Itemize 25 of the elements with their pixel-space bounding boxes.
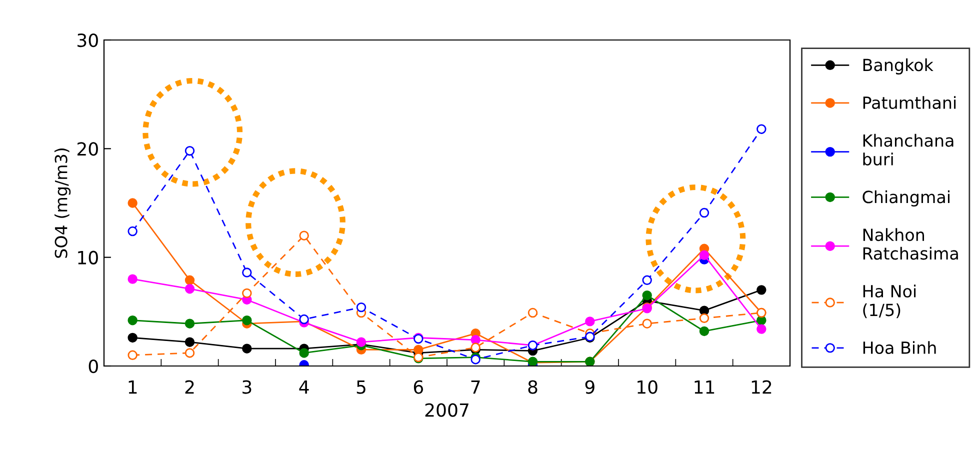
x-tick-label: 2 bbox=[185, 380, 194, 394]
legend-label: Nakhon Ratchasima bbox=[863, 228, 958, 260]
x-tick-label: 1 bbox=[128, 380, 137, 394]
legend-label: Patumthani bbox=[863, 96, 956, 110]
legend-label: Hoa Binh bbox=[863, 341, 936, 354]
x-tick-label: 4 bbox=[299, 380, 309, 394]
x-axis-title: 2007 bbox=[425, 403, 468, 417]
x-tick-label: 3 bbox=[242, 380, 252, 394]
y-tick-label: 20 bbox=[77, 142, 98, 156]
y-tick-label: 30 bbox=[78, 33, 98, 48]
x-tick-label: 5 bbox=[356, 380, 366, 394]
y-axis-title: SO4 (mg/m3) bbox=[54, 148, 71, 258]
x-tick-label: 7 bbox=[471, 380, 480, 394]
x-tick-label: 10 bbox=[638, 380, 658, 394]
legend-label: Bangkok bbox=[863, 58, 934, 74]
y-tick-label: 0 bbox=[88, 359, 98, 374]
legend-label: Khanchana buri bbox=[863, 134, 954, 166]
legend-label: Chiangmai bbox=[862, 190, 950, 207]
x-tick-label: 9 bbox=[585, 380, 594, 394]
x-tick-label: 11 bbox=[694, 380, 714, 394]
y-tick-label: 10 bbox=[78, 250, 98, 264]
x-tick-label: 8 bbox=[528, 380, 538, 394]
legend-label: Ha Noi (1/5) bbox=[863, 284, 916, 318]
x-tick-label: 6 bbox=[414, 380, 424, 394]
x-tick-label: 12 bbox=[752, 380, 772, 394]
